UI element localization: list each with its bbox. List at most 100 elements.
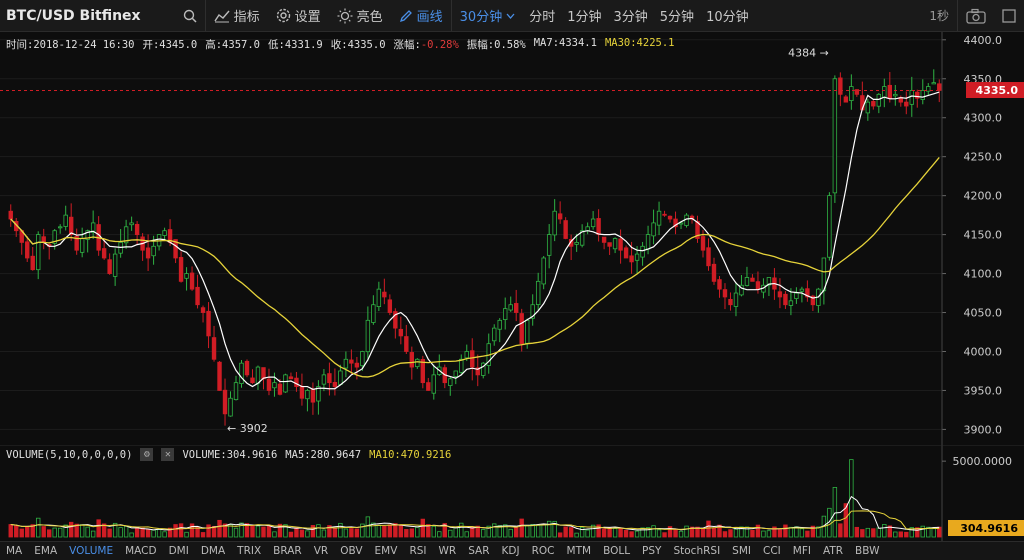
volume-bar bbox=[882, 524, 887, 538]
candle-body bbox=[239, 362, 244, 384]
candle-body bbox=[36, 234, 41, 271]
candle-body bbox=[145, 247, 151, 259]
search-button[interactable] bbox=[149, 0, 205, 31]
candle-body bbox=[733, 292, 739, 307]
candle-body bbox=[387, 299, 393, 313]
volume-bar bbox=[222, 523, 228, 538]
indicator-tab-volume[interactable]: VOLUME bbox=[69, 545, 114, 557]
indicator-tab-stochrsi[interactable]: StochRSI bbox=[673, 545, 721, 557]
indicator-tab-cci[interactable]: CCI bbox=[763, 545, 781, 557]
candle-body bbox=[464, 351, 469, 359]
indicator-tab-boll[interactable]: BOLL bbox=[603, 545, 631, 557]
volume-bar bbox=[711, 527, 717, 538]
indicators-button[interactable]: 指标 bbox=[206, 0, 268, 31]
candle-body bbox=[541, 257, 546, 285]
candle-body bbox=[255, 366, 261, 384]
candle-body bbox=[645, 234, 651, 250]
volume-bar bbox=[151, 529, 156, 538]
draw-label: 画线 bbox=[416, 10, 443, 25]
indicator-tab-roc[interactable]: ROC bbox=[531, 545, 555, 557]
candle-body bbox=[739, 284, 744, 296]
y-tick-label: 3900.0 bbox=[964, 423, 1003, 436]
candle-body bbox=[85, 230, 90, 240]
period-option-4[interactable]: 10分钟 bbox=[706, 10, 749, 25]
candle-body bbox=[420, 358, 426, 384]
volume-bar bbox=[68, 521, 74, 538]
candle-body bbox=[206, 310, 211, 337]
indicator-tab-wr[interactable]: WR bbox=[438, 545, 457, 557]
change-label: 涨幅: bbox=[393, 39, 421, 51]
fullscreen-icon bbox=[1002, 8, 1016, 23]
candle-body bbox=[722, 289, 728, 298]
volume-bar bbox=[689, 526, 695, 538]
theme-button[interactable]: 亮色 bbox=[329, 0, 391, 31]
period-option-3[interactable]: 5分钟 bbox=[659, 10, 695, 25]
indicator-tab-brar[interactable]: BRAR bbox=[273, 545, 302, 557]
volume-bar bbox=[266, 525, 272, 538]
candle-body bbox=[766, 277, 772, 286]
indicator-tab-mtm[interactable]: MTM bbox=[566, 545, 592, 557]
candle-body bbox=[777, 291, 783, 298]
period-option-2[interactable]: 3分钟 bbox=[613, 10, 648, 25]
volume-bar bbox=[79, 524, 85, 538]
indicator-tab-rsi[interactable]: RSI bbox=[409, 545, 427, 557]
indicator-tab-ma[interactable]: MA bbox=[6, 545, 23, 557]
volume-ma10-line bbox=[10, 510, 940, 530]
volume-settings-icon[interactable]: ⚙ bbox=[140, 448, 154, 461]
volume-bar bbox=[365, 516, 371, 538]
candle-body bbox=[755, 281, 761, 290]
indicator-tab-kdj[interactable]: KDJ bbox=[501, 545, 520, 557]
indicator-tab-macd[interactable]: MACD bbox=[125, 545, 157, 557]
low-info: 低:4331.9 bbox=[268, 39, 323, 51]
period-select[interactable]: 30分钟 bbox=[452, 0, 524, 31]
symbol-title[interactable]: BTC/USD Bitfinex bbox=[6, 7, 141, 24]
volume-bar bbox=[288, 531, 294, 538]
volume-bar bbox=[233, 527, 239, 538]
volume-bar bbox=[140, 527, 145, 538]
candle-body bbox=[634, 253, 640, 261]
volume-close-icon[interactable]: ✕ bbox=[161, 448, 175, 461]
indicator-tab-smi[interactable]: SMI bbox=[732, 545, 751, 557]
candle-body bbox=[788, 300, 794, 306]
settings-button[interactable]: 设置 bbox=[268, 0, 329, 31]
candle-body bbox=[233, 382, 239, 401]
volume-bar bbox=[283, 524, 288, 538]
candle-body bbox=[200, 307, 206, 313]
refresh-interval[interactable]: 1秒 bbox=[929, 9, 949, 23]
candle-body bbox=[283, 374, 288, 393]
indicator-tab-bbw[interactable]: BBW bbox=[855, 545, 880, 557]
volume-chart[interactable]: 5000.0000 bbox=[0, 445, 1024, 541]
indicator-tab-emv[interactable]: EMV bbox=[374, 545, 398, 557]
candle-body bbox=[41, 236, 46, 243]
volume-bar bbox=[431, 525, 436, 538]
candle-body bbox=[90, 222, 96, 233]
indicator-tab-dma[interactable]: DMA bbox=[200, 545, 226, 557]
volume-bar bbox=[860, 529, 865, 538]
candle-body bbox=[178, 257, 184, 282]
volume-bar bbox=[503, 524, 508, 538]
indicator-tab-dmi[interactable]: DMI bbox=[168, 545, 189, 557]
ma7-info: MA7:4334.1 bbox=[533, 37, 597, 49]
indicator-tab-trix[interactable]: TRIX bbox=[237, 545, 262, 557]
fullscreen-button[interactable] bbox=[994, 0, 1024, 31]
candlestick-chart[interactable]: 4400.04350.04300.04250.04200.04150.04100… bbox=[0, 32, 1024, 445]
indicator-tab-obv[interactable]: OBV bbox=[340, 545, 363, 557]
screenshot-button[interactable] bbox=[958, 0, 994, 31]
volume-bar bbox=[739, 526, 744, 538]
indicator-tab-psy[interactable]: PSY bbox=[642, 545, 662, 557]
volume-bar bbox=[816, 526, 821, 538]
volume-bar bbox=[481, 529, 486, 538]
volume-bar bbox=[448, 529, 453, 538]
indicator-tab-vr[interactable]: VR bbox=[313, 545, 329, 557]
indicator-tab-sar[interactable]: SAR bbox=[468, 545, 490, 557]
indicator-tab-mfi[interactable]: MFI bbox=[792, 545, 811, 557]
candle-body bbox=[557, 213, 563, 220]
candle-body bbox=[750, 277, 755, 282]
candle-body bbox=[310, 389, 316, 403]
period-option-0[interactable]: 分时 bbox=[529, 10, 556, 25]
draw-button[interactable]: 画线 bbox=[391, 0, 451, 31]
indicator-tab-atr[interactable]: ATR bbox=[822, 545, 844, 557]
indicator-tab-ema[interactable]: EMA bbox=[34, 545, 58, 557]
period-option-1[interactable]: 1分钟 bbox=[567, 10, 602, 25]
volume-bar bbox=[442, 523, 447, 538]
